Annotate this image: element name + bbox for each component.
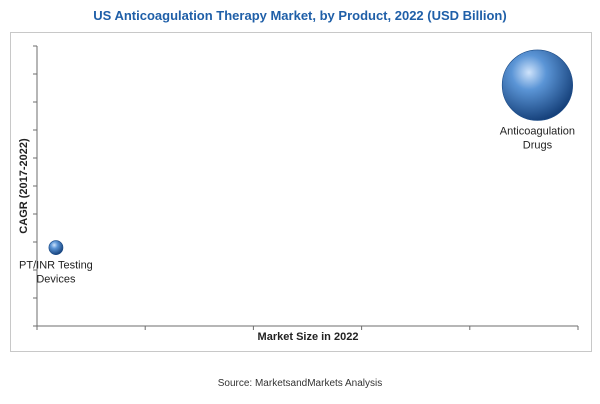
bubble-0	[501, 49, 573, 121]
chart-title: US Anticoagulation Therapy Market, by Pr…	[93, 8, 507, 23]
source-note: Source: MarketsandMarkets Analysis	[217, 378, 383, 389]
bubble-label-line: Anticoagulation	[500, 125, 575, 137]
y-axis-ticks	[33, 45, 37, 327]
chart-frame	[10, 32, 592, 352]
bubble-label-line: Devices	[36, 274, 76, 286]
bubble-label-line: Drugs	[523, 139, 553, 151]
bubbles: Anticoagulation Drugs PT/INR Testing Device…	[19, 49, 575, 286]
bubble-label-line: PT/INR Testing	[19, 260, 93, 272]
x-axis-ticks	[36, 326, 579, 330]
bubble-label-0: Anticoagulation Drugs	[500, 125, 575, 151]
y-axis-label: CAGR (2017-2022)	[18, 138, 30, 234]
bubble-1	[48, 240, 64, 255]
bubble-label-1: PT/INR Testing Devices	[19, 260, 93, 286]
x-axis-label: Market Size in 2022	[258, 331, 359, 343]
